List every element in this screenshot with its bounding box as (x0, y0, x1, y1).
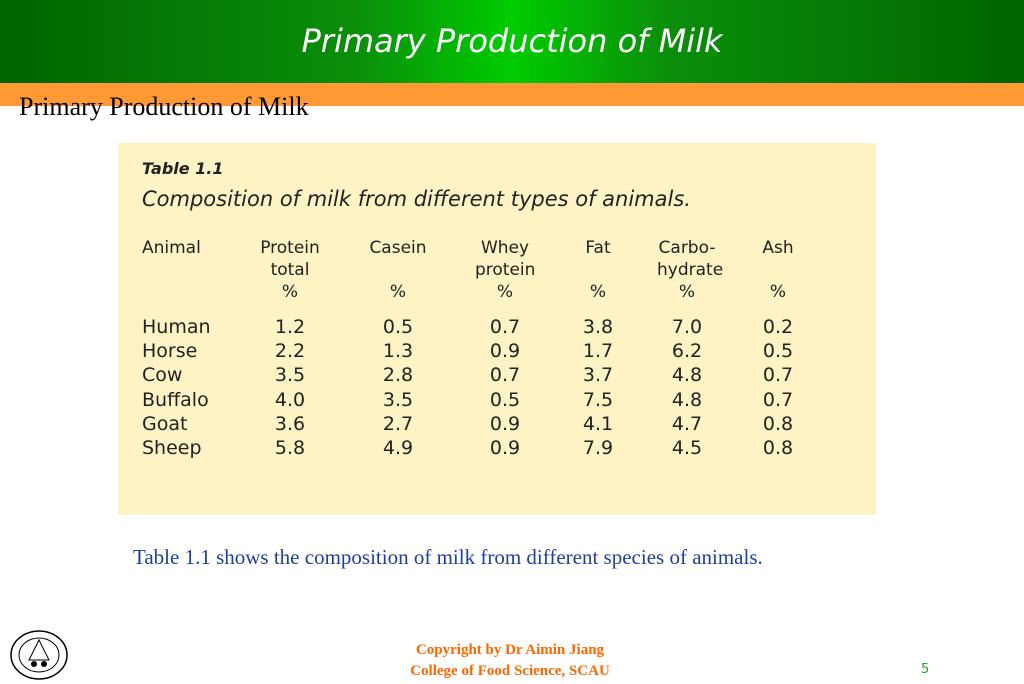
table-cell: 0.7 (762, 388, 794, 411)
university-logo (9, 630, 69, 684)
table-cell: 0.5 (382, 316, 414, 338)
table-cell: 4.5 (671, 437, 703, 459)
table-cell: 1.3 (382, 340, 414, 363)
table-cell: 2.2 (274, 340, 306, 363)
table-cell: 3.5 (274, 364, 306, 387)
orange-band (0, 83, 1024, 106)
column-header: Ash% (762, 238, 794, 302)
table-cell: Cow (142, 364, 183, 387)
table-cell: 0.2 (762, 316, 794, 338)
column-header: Animal (142, 238, 201, 258)
table-cell: Sheep (142, 437, 202, 459)
table-cell: 0.8 (762, 437, 794, 459)
table-cell: 7.5 (582, 388, 614, 411)
table-cell: 4.9 (382, 437, 414, 459)
table-cell: Human (142, 316, 211, 338)
table-cell: 1.7 (582, 340, 614, 363)
table-cell: 0.7 (489, 316, 521, 338)
table-cell: 0.9 (489, 340, 521, 363)
column-header: Whey protein% (475, 238, 536, 302)
header-bar: Primary Production of Milk (0, 0, 1024, 83)
description: Table 1.1 shows the composition of milk … (133, 545, 763, 569)
table-cell: 0.5 (489, 388, 521, 411)
column-header: Fat% (585, 238, 611, 302)
table-cell: 3.7 (582, 364, 614, 387)
table-cell: 3.5 (382, 388, 414, 411)
table-cell: 0.7 (489, 364, 521, 387)
table-cell: 0.8 (762, 412, 794, 435)
table-cell: 5.8 (274, 437, 306, 459)
table-cell: 3.6 (274, 412, 306, 435)
table-cell: 1.2 (274, 316, 306, 338)
slide-title: Primary Production of Milk (301, 22, 723, 60)
composition-table: Table 1.1 Composition of milk from diffe… (118, 143, 876, 515)
table-cell: Buffalo (142, 388, 209, 411)
column-header: Protein total% (260, 238, 320, 302)
table-cell: 4.1 (582, 412, 614, 435)
table-cell: 2.8 (382, 364, 414, 387)
table-number: Table 1.1 (142, 159, 224, 178)
table-cell: 7.0 (671, 316, 703, 338)
table-cell: 0.7 (762, 364, 794, 387)
table-caption: Composition of milk from different types… (142, 187, 691, 211)
table-cell: 2.7 (382, 412, 414, 435)
table-cell: 3.8 (582, 316, 614, 338)
page-number: 5 (921, 662, 930, 677)
table-cell: 4.8 (671, 364, 703, 387)
table-cell: 0.9 (489, 437, 521, 459)
college-line: College of Food Science, SCAU (410, 663, 610, 679)
copyright: Copyright by Dr Aimin Jiang College of Fo… (350, 640, 670, 682)
table-cell: 6.2 (671, 340, 703, 363)
table-cell: 4.0 (274, 388, 306, 411)
column-header: Carbo-hydrate% (657, 238, 724, 302)
copyright-line: Copyright by Dr Aimin Jiang (415, 642, 605, 658)
table-cell: 0.5 (762, 340, 794, 363)
table-cell: 7.9 (582, 437, 614, 459)
column-header: Casein% (369, 238, 427, 302)
table-cell: 4.8 (671, 388, 703, 411)
table-cell: Horse (142, 340, 198, 363)
table-cell: 4.7 (671, 412, 703, 435)
table-cell: 0.9 (489, 412, 521, 435)
table-cell: Goat (142, 412, 188, 435)
slide-subtitle: Primary Production of Milk (19, 92, 309, 121)
